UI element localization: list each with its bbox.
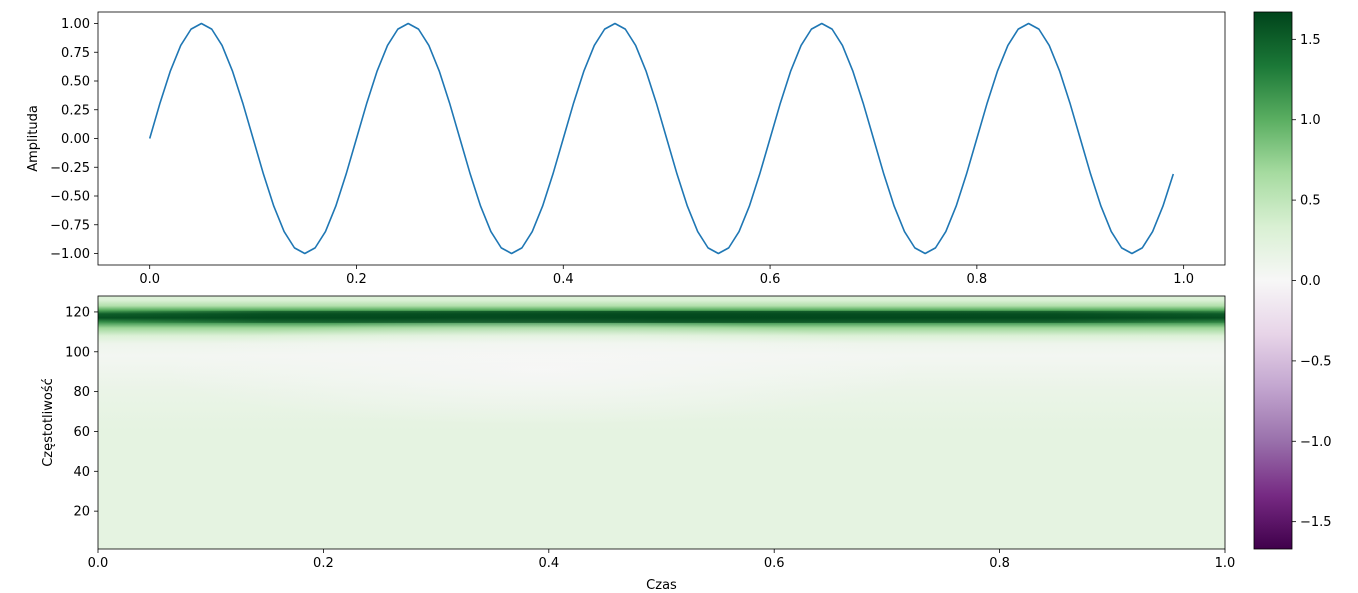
heatmap-image <box>98 296 1225 549</box>
colorbar-tick-label: −0.5 <box>1300 354 1332 369</box>
signal-y-tick-label: 0.75 <box>61 46 90 61</box>
signal-x-ticks: 0.0 0.2 0.4 0.6 0.8 1.0 <box>139 265 1194 287</box>
signal-x-tick-label: 1.0 <box>1173 272 1194 287</box>
colorbar-tick-label: 1.5 <box>1300 33 1321 48</box>
heatmap-x-tick-label: 0.8 <box>989 556 1010 571</box>
signal-y-axis-label: Amplituda <box>26 105 41 172</box>
signal-y-tick-label: 0.50 <box>61 75 90 90</box>
signal-y-tick-label: 1.00 <box>61 17 90 32</box>
heatmap-y-tick-label: 60 <box>73 425 90 440</box>
signal-y-tick-label: −0.25 <box>50 161 90 176</box>
heatmap-axes-frame <box>97 295 1226 550</box>
heatmap-y-tick-label: 20 <box>73 505 90 520</box>
heatmap-axes: 0.0 0.2 0.4 0.6 0.8 1.0 20 40 60 80 100 120 Czas C… <box>41 295 1236 593</box>
signal-x-tick-label: 0.0 <box>139 272 160 287</box>
colorbar-ticks: 1.5 1.0 0.5 0.0 −0.5 −1.0 −1.5 <box>1292 33 1332 530</box>
heatmap-x-tick-label: 0.4 <box>538 556 559 571</box>
colorbar: 1.5 1.0 0.5 0.0 −0.5 −1.0 −1.5 <box>1253 11 1332 550</box>
heatmap-x-tick-label: 0.0 <box>88 556 109 571</box>
heatmap-x-ticks: 0.0 0.2 0.4 0.6 0.8 1.0 <box>88 549 1236 571</box>
heatmap-y-tick-label: 120 <box>65 305 90 320</box>
signal-y-tick-label: −1.00 <box>50 247 90 262</box>
heatmap-y-tick-label: 100 <box>65 345 90 360</box>
signal-x-tick-label: 0.8 <box>967 272 988 287</box>
signal-y-tick-label: 0.00 <box>61 132 90 147</box>
signal-y-tick-label: −0.50 <box>50 190 90 205</box>
heatmap-y-tick-label: 40 <box>73 465 90 480</box>
colorbar-tick-label: 0.0 <box>1300 274 1321 289</box>
signal-axes-frame <box>97 11 1226 266</box>
signal-x-tick-label: 0.4 <box>553 272 574 287</box>
heatmap-dominant-band <box>98 310 1225 323</box>
signal-axes: 0.0 0.2 0.4 0.6 0.8 1.0 1.00 0.75 0.50 0.25 0.00 −… <box>26 11 1226 287</box>
heatmap-x-tick-label: 0.2 <box>313 556 334 571</box>
signal-y-tick-label: 0.25 <box>61 103 90 118</box>
heatmap-x-tick-label: 0.6 <box>764 556 785 571</box>
signal-y-tick-label: −0.75 <box>50 218 90 233</box>
colorbar-tick-label: −1.0 <box>1300 435 1332 450</box>
signal-plot-area <box>98 12 1225 265</box>
signal-series-line <box>148 22 1175 255</box>
colorbar-tick-label: 0.5 <box>1300 194 1321 209</box>
colorbar-gradient <box>1254 12 1292 549</box>
heatmap-y-tick-label: 80 <box>73 385 90 400</box>
signal-x-tick-label: 0.6 <box>760 272 781 287</box>
heatmap-pale-region <box>160 315 920 425</box>
colorbar-tick-label: 1.0 <box>1300 113 1321 128</box>
heatmap-y-ticks: 20 40 60 80 100 120 <box>65 305 98 520</box>
heatmap-x-tick-label: 1.0 <box>1215 556 1236 571</box>
colorbar-tick-label: −1.5 <box>1300 515 1332 530</box>
signal-y-ticks: 1.00 0.75 0.50 0.25 0.00 −0.25 −0.50 −0.75 −1.00 <box>50 17 98 262</box>
heatmap-x-axis-label: Czas <box>646 578 677 593</box>
heatmap-y-axis-label: Częstotliwość <box>41 378 56 467</box>
signal-x-tick-label: 0.2 <box>346 272 367 287</box>
